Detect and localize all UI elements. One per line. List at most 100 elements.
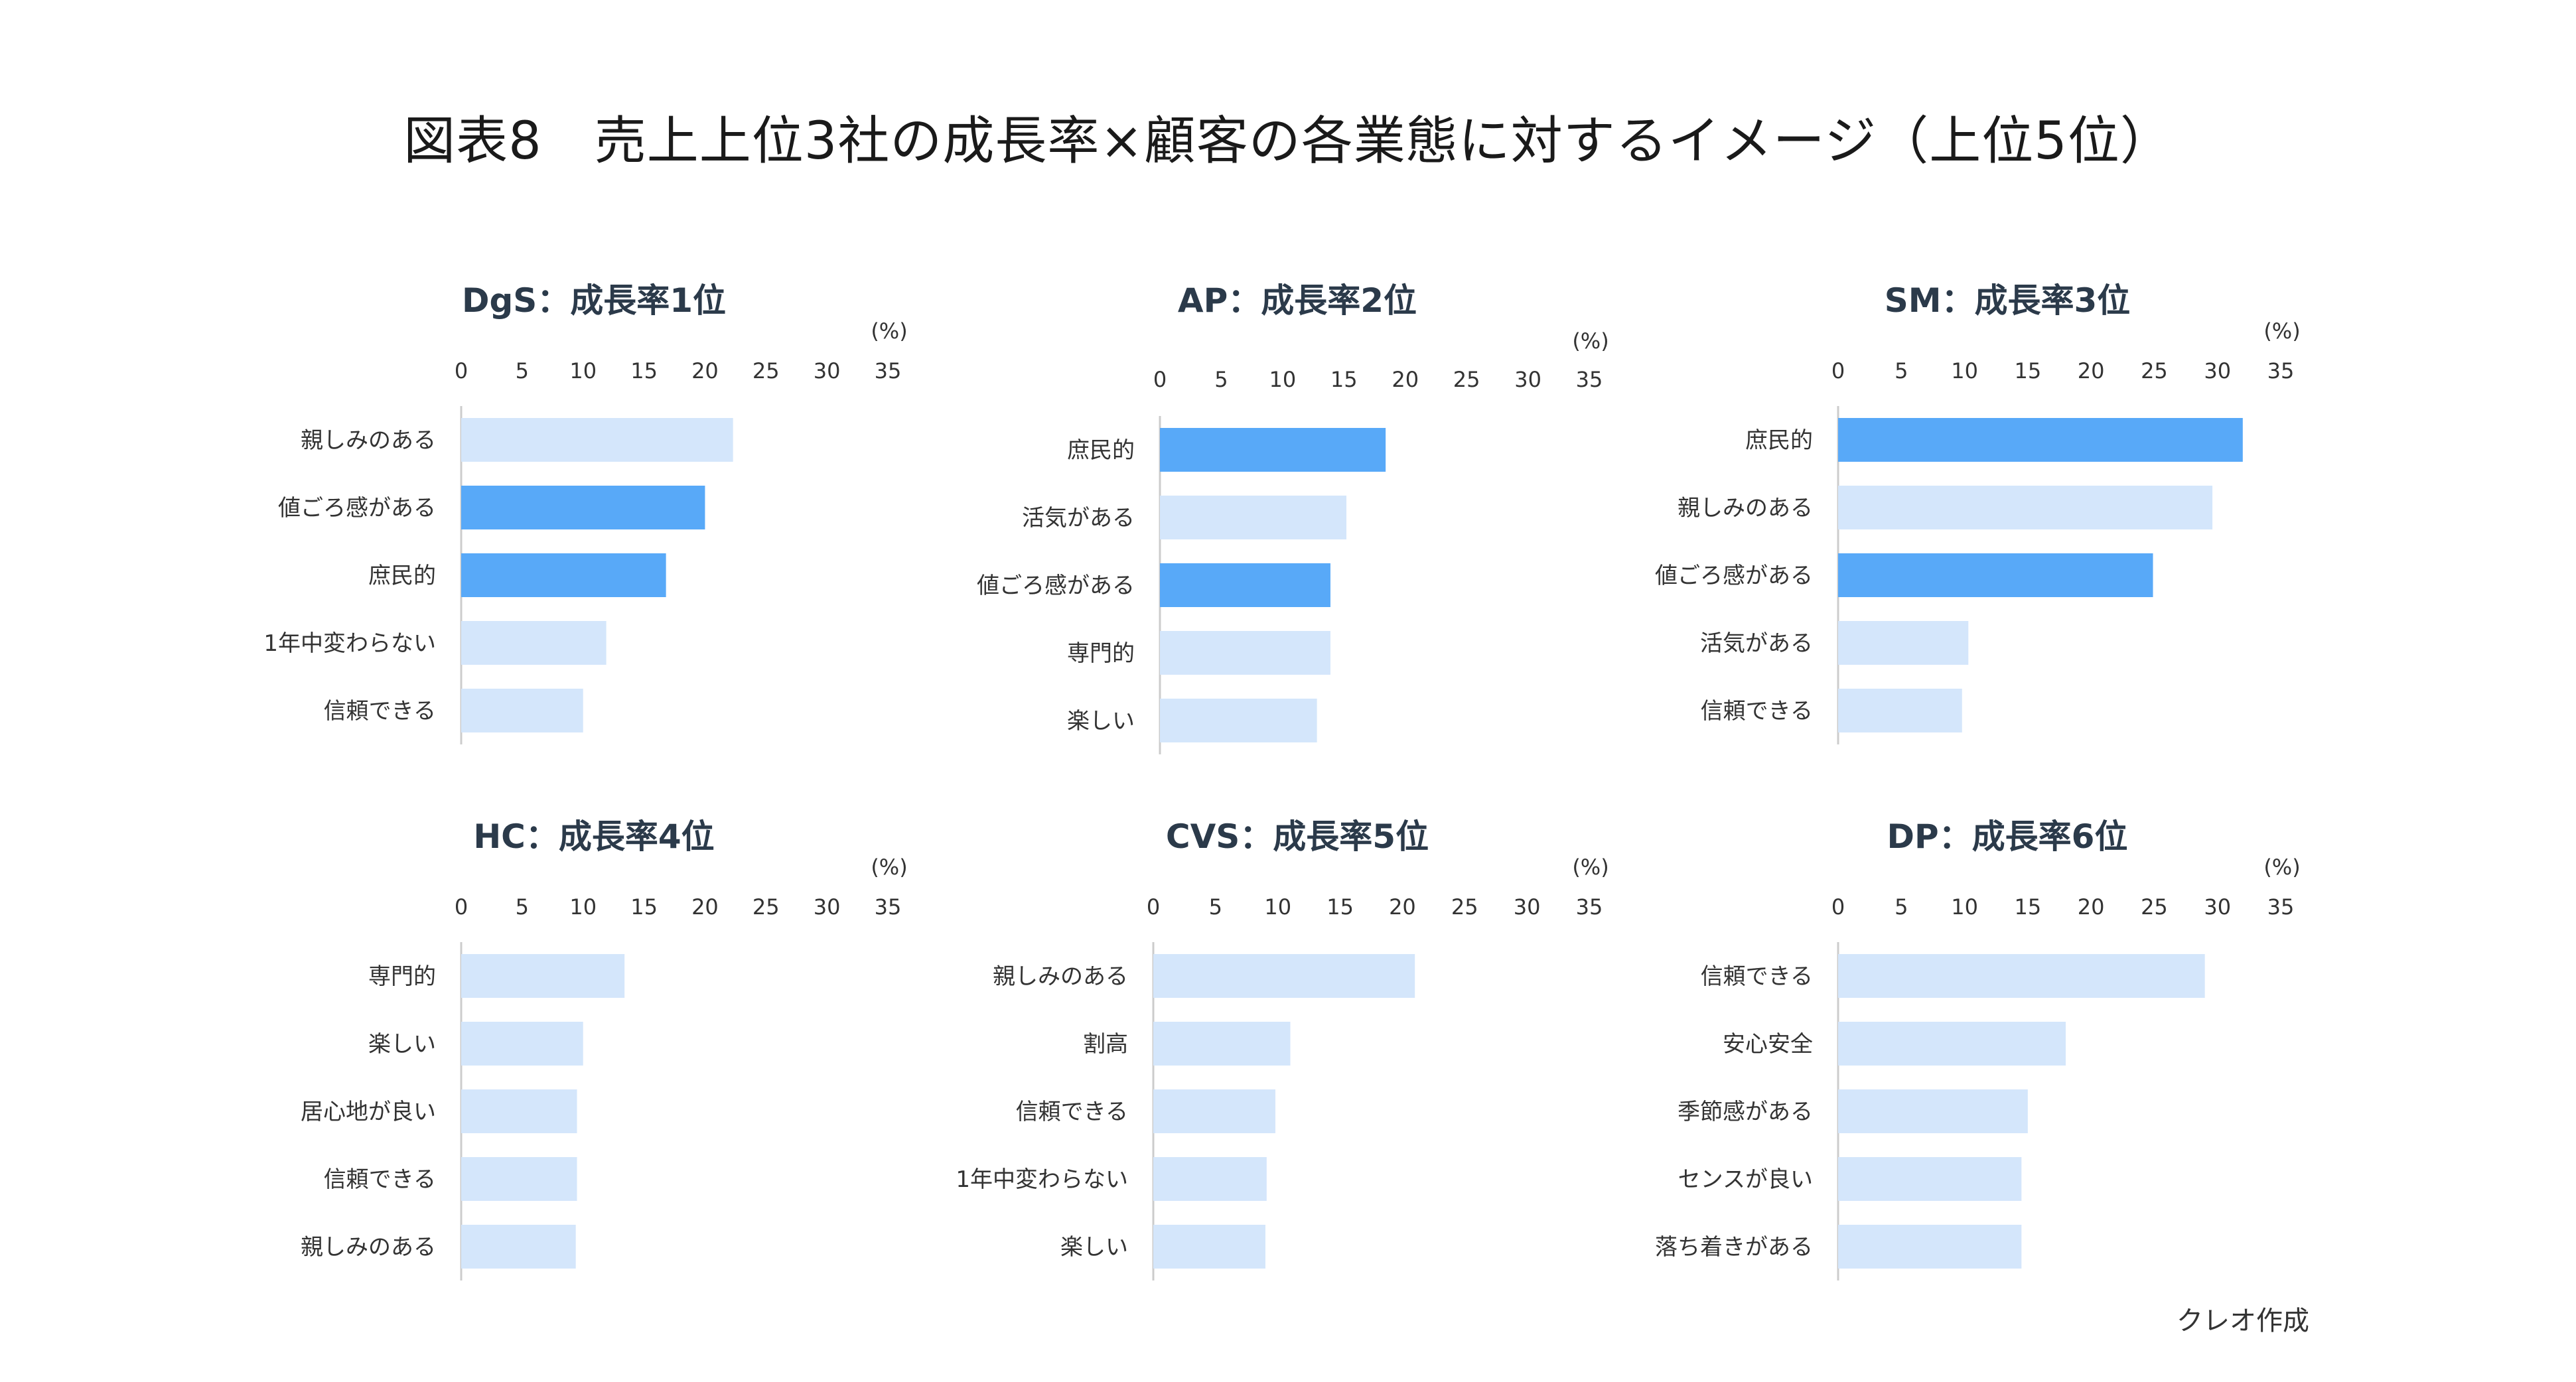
bar (461, 553, 666, 597)
x-tick-label: 20 (1392, 367, 1419, 392)
chart-panel-2: AP：成長率2位 (%) 0 5 10 15 20 25 30 35 庶民的活気がある値ごろ感がある… (977, 281, 1609, 754)
bar (1838, 689, 1962, 732)
x-tick-label: 25 (2141, 894, 2168, 920)
chart-panel-1: DgS：成長率1位 (%) 0 5 10 15 20 25 30 35 親しみのある値ごろ感がある庶… (263, 281, 908, 744)
x-tick-label: 5 (1895, 358, 1908, 383)
chart-panel-6: DP：成長率6位 (%) 0 5 10 15 20 25 30 35 信頼できる安心安全季節感がある… (1655, 817, 2301, 1280)
category-label: 活気がある (1022, 505, 1135, 531)
x-tick-label: 15 (2014, 358, 2041, 383)
x-tick-label: 30 (2204, 358, 2231, 383)
category-label: 季節感がある (1678, 1099, 1813, 1125)
bar (461, 486, 705, 529)
category-label: 親しみのある (301, 1234, 436, 1261)
bar (1160, 563, 1330, 607)
unit-label: (%) (1572, 328, 1609, 354)
category-label: 楽しい (1067, 708, 1135, 734)
chart-title: DgS：成長率1位 (462, 281, 726, 320)
category-label: 親しみのある (1678, 495, 1813, 521)
x-tick-label: 20 (1389, 894, 1416, 920)
figure-title: 図表8 売上上位3社の成長率×顧客の各業態に対するイメージ（上位5位） (403, 111, 2173, 171)
chart-panel-4: HC：成長率4位 (%) 0 5 10 15 20 25 30 35 専門的楽しい居心地が良い信頼で… (301, 817, 908, 1280)
x-tick-label: 35 (1576, 367, 1603, 392)
chart-title: SM：成長率3位 (1885, 281, 2131, 320)
x-tick-label: 10 (569, 894, 597, 920)
chart-title: CVS：成長率5位 (1166, 817, 1429, 856)
x-tick-label: 35 (875, 358, 902, 383)
bar (1153, 1022, 1291, 1066)
bar (1838, 418, 2243, 462)
x-tick-label: 10 (1951, 358, 1978, 383)
bar (1838, 553, 2153, 597)
category-label: 信頼できる (1701, 698, 1813, 725)
bar (1160, 496, 1346, 539)
x-tick-label: 0 (455, 894, 468, 920)
x-tick-label: 30 (814, 894, 841, 920)
category-label: 専門的 (1067, 640, 1135, 667)
x-tick-label: 20 (691, 358, 719, 383)
category-label: 割高 (1083, 1031, 1128, 1058)
category-label: 値ごろ感がある (1655, 563, 1813, 589)
x-tick-label: 5 (516, 894, 529, 920)
x-tick-label: 35 (875, 894, 902, 920)
unit-label: (%) (871, 855, 907, 880)
bar (1153, 1089, 1275, 1133)
bar (1838, 621, 1969, 665)
category-label: 落ち着きがある (1655, 1234, 1813, 1261)
bar (1838, 1022, 2066, 1066)
source-note: クレオ作成 (2177, 1306, 2309, 1336)
x-tick-label: 15 (1326, 894, 1354, 920)
category-label: 値ごろ感がある (278, 495, 436, 521)
x-tick-label: 15 (2014, 894, 2041, 920)
x-tick-label: 10 (569, 358, 597, 383)
category-label: 親しみのある (993, 963, 1128, 990)
bar (461, 1022, 583, 1066)
unit-label: (%) (2263, 855, 2300, 880)
bar (461, 689, 583, 732)
category-label: 値ごろ感がある (977, 573, 1135, 599)
category-label: 安心安全 (1723, 1031, 1813, 1058)
chart-panel-3: SM：成長率3位 (%) 0 5 10 15 20 25 30 35 庶民的親しみのある値ごろ感があ… (1655, 281, 2301, 744)
bar (1153, 1157, 1267, 1201)
bar (1838, 954, 2205, 998)
unit-label: (%) (1572, 855, 1609, 880)
bar (1160, 428, 1386, 472)
x-tick-label: 25 (1451, 894, 1478, 920)
x-tick-label: 35 (1576, 894, 1603, 920)
category-label: 楽しい (1060, 1234, 1128, 1261)
category-label: 庶民的 (368, 563, 436, 589)
unit-label: (%) (871, 318, 907, 344)
bar (1838, 1225, 2022, 1269)
x-tick-label: 20 (2078, 358, 2105, 383)
x-tick-label: 20 (2078, 894, 2105, 920)
category-label: 信頼できる (1701, 963, 1813, 990)
x-tick-label: 35 (2267, 894, 2295, 920)
bar (1160, 631, 1330, 675)
x-tick-label: 20 (691, 894, 719, 920)
category-label: 庶民的 (1745, 427, 1813, 454)
chart-title: AP：成長率2位 (1178, 281, 1417, 320)
chart-title: HC：成長率4位 (473, 817, 714, 856)
category-label: 庶民的 (1067, 437, 1135, 464)
x-tick-label: 25 (2141, 358, 2168, 383)
category-label: センスが良い (1678, 1166, 1813, 1193)
x-tick-label: 25 (752, 894, 780, 920)
bar (461, 621, 607, 665)
category-label: 信頼できる (1016, 1099, 1128, 1125)
bar (461, 1089, 577, 1133)
x-tick-label: 10 (1951, 894, 1978, 920)
category-label: 親しみのある (301, 427, 436, 454)
x-tick-label: 0 (1831, 894, 1845, 920)
x-tick-label: 25 (1453, 367, 1480, 392)
bar (1838, 486, 2213, 529)
x-tick-label: 0 (455, 358, 468, 383)
x-tick-label: 0 (1153, 367, 1167, 392)
x-tick-label: 15 (630, 894, 658, 920)
bar (1838, 1157, 2022, 1201)
x-tick-label: 10 (1269, 367, 1296, 392)
category-label: 専門的 (368, 963, 436, 990)
x-tick-label: 5 (1209, 894, 1222, 920)
x-tick-label: 10 (1264, 894, 1291, 920)
x-tick-label: 5 (516, 358, 529, 383)
